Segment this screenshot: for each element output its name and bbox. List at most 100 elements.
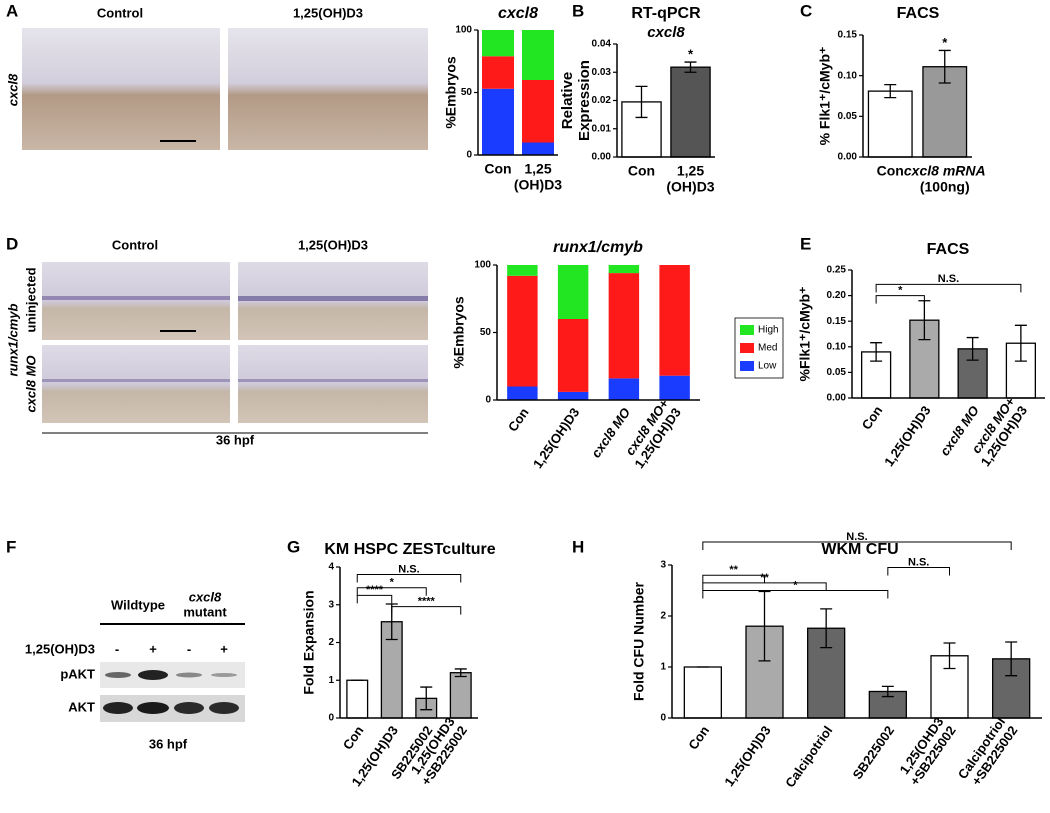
group-label: mutant bbox=[183, 604, 227, 619]
panel-letter: F bbox=[6, 537, 16, 556]
significance-label: * bbox=[390, 577, 395, 589]
y-tick-label: 3 bbox=[328, 599, 334, 610]
x-tick-label: Con bbox=[859, 403, 886, 432]
band bbox=[176, 672, 202, 678]
error-bar bbox=[966, 336, 979, 361]
error-bar bbox=[881, 685, 894, 698]
significance-bracket bbox=[356, 574, 462, 583]
y-tick-label: 0.20 bbox=[827, 290, 847, 301]
band bbox=[138, 670, 168, 680]
x-tick-group: Con bbox=[505, 405, 532, 434]
panel-letter: E bbox=[800, 234, 811, 253]
y-tick-label: 0 bbox=[485, 395, 491, 406]
y-tick-label: 4 bbox=[328, 562, 334, 573]
significance-label: ** bbox=[760, 572, 769, 584]
band bbox=[105, 672, 131, 678]
panel-letter: C bbox=[800, 1, 812, 20]
error-bar bbox=[943, 642, 956, 670]
chart-title: cxcl8 bbox=[498, 5, 538, 22]
significance-bracket bbox=[356, 587, 427, 596]
panel-letter: A bbox=[6, 1, 18, 20]
legend-swatch bbox=[740, 343, 754, 353]
band bbox=[211, 673, 237, 677]
sign: + bbox=[220, 641, 228, 656]
y-tick-label: 0.00 bbox=[838, 152, 858, 163]
micrograph bbox=[238, 345, 428, 423]
micrograph bbox=[22, 28, 220, 150]
bar-segment bbox=[557, 265, 589, 319]
stain bbox=[42, 379, 230, 382]
y-tick-label: 50 bbox=[461, 87, 473, 98]
bar-segment bbox=[507, 386, 538, 400]
bar-segment bbox=[482, 30, 514, 57]
micrograph bbox=[42, 345, 230, 423]
chart-title: RT-qPCR bbox=[631, 5, 701, 22]
significance-bracket bbox=[356, 594, 393, 604]
x-tick-label: cxcl8 mRNA bbox=[904, 163, 986, 179]
sign: - bbox=[187, 641, 191, 656]
y-tick-label: 0.05 bbox=[838, 111, 858, 122]
band bbox=[137, 702, 169, 714]
band-label: AKT bbox=[68, 699, 95, 714]
error-bar bbox=[684, 61, 697, 73]
footer: 36 hpf bbox=[149, 736, 188, 751]
row-label: cxcl8 MO bbox=[23, 355, 38, 412]
stain bbox=[42, 296, 230, 300]
x-tick-label: 1,25 bbox=[524, 161, 551, 177]
y-axis-label: Relative bbox=[559, 72, 576, 130]
x-tick-group: SB225002 bbox=[850, 723, 898, 782]
y-axis-label: %Embryos bbox=[443, 56, 459, 129]
treatment-label: 1,25(OH)D3 bbox=[25, 641, 95, 656]
legend-swatch bbox=[740, 325, 754, 335]
chart-subtitle: cxcl8 bbox=[647, 24, 685, 41]
y-tick-label: 0.01 bbox=[592, 123, 612, 134]
column-label: Control bbox=[97, 5, 143, 20]
x-tick-group: Con bbox=[685, 723, 712, 752]
bar-segment bbox=[522, 30, 554, 80]
x-tick-label: Con bbox=[484, 161, 511, 177]
chart-title: KM HSPC ZESTculture bbox=[324, 541, 495, 558]
significance-label: N.S. bbox=[938, 273, 959, 285]
y-tick-label: 50 bbox=[480, 327, 492, 338]
x-tick-group: cxcl8 MO+1,25(OH)D3 bbox=[622, 396, 684, 471]
panel-letter: B bbox=[572, 1, 584, 20]
x-tick-label: Calcipotriol bbox=[782, 723, 835, 790]
row-group-label: runx1/cmyb bbox=[5, 303, 20, 376]
y-tick-label: 0.15 bbox=[838, 30, 858, 41]
y-axis-label: %Embryos bbox=[451, 296, 467, 369]
column-label: Control bbox=[112, 237, 158, 252]
column-label: 1,25(OH)D3 bbox=[293, 5, 363, 20]
error-bar bbox=[870, 342, 883, 362]
y-axis-label: % Flk1⁺/cMyb⁺ bbox=[817, 47, 833, 146]
x-tick-label: Con bbox=[877, 163, 904, 179]
x-tick-label: (OH)D3 bbox=[514, 177, 562, 193]
y-tick-label: 0 bbox=[660, 713, 666, 724]
error-bar bbox=[758, 590, 771, 662]
y-axis-label: %Flk1⁺/cMyb⁺ bbox=[797, 287, 813, 382]
significance-bracket bbox=[875, 283, 1022, 293]
row-label: cxcl8 bbox=[5, 73, 20, 106]
significance-label: * bbox=[942, 35, 948, 50]
x-tick-label: (OH)D3 bbox=[666, 179, 714, 195]
x-tick-label: 1,25 bbox=[677, 163, 704, 179]
error-bar bbox=[820, 608, 833, 649]
significance-bracket bbox=[875, 295, 925, 304]
error-bar bbox=[420, 686, 433, 711]
error-bar bbox=[1014, 324, 1027, 362]
x-tick-group: Calcipotriol+SB225002 bbox=[955, 714, 1021, 788]
error-bar bbox=[635, 85, 648, 119]
stain bbox=[238, 296, 428, 301]
bar-segment bbox=[482, 56, 514, 89]
x-tick-group: 1,25(OHD3+SB225002 bbox=[896, 714, 958, 788]
y-tick-label: 0.00 bbox=[592, 152, 612, 163]
significance-label: N.S. bbox=[908, 556, 929, 568]
bar bbox=[867, 90, 913, 158]
significance-bracket bbox=[702, 541, 1012, 551]
micrograph bbox=[228, 28, 428, 150]
y-tick-label: 0.10 bbox=[827, 341, 847, 352]
bar-segment bbox=[659, 375, 690, 400]
sign: + bbox=[149, 641, 157, 656]
y-axis-label: Fold CFU Number bbox=[631, 581, 647, 701]
